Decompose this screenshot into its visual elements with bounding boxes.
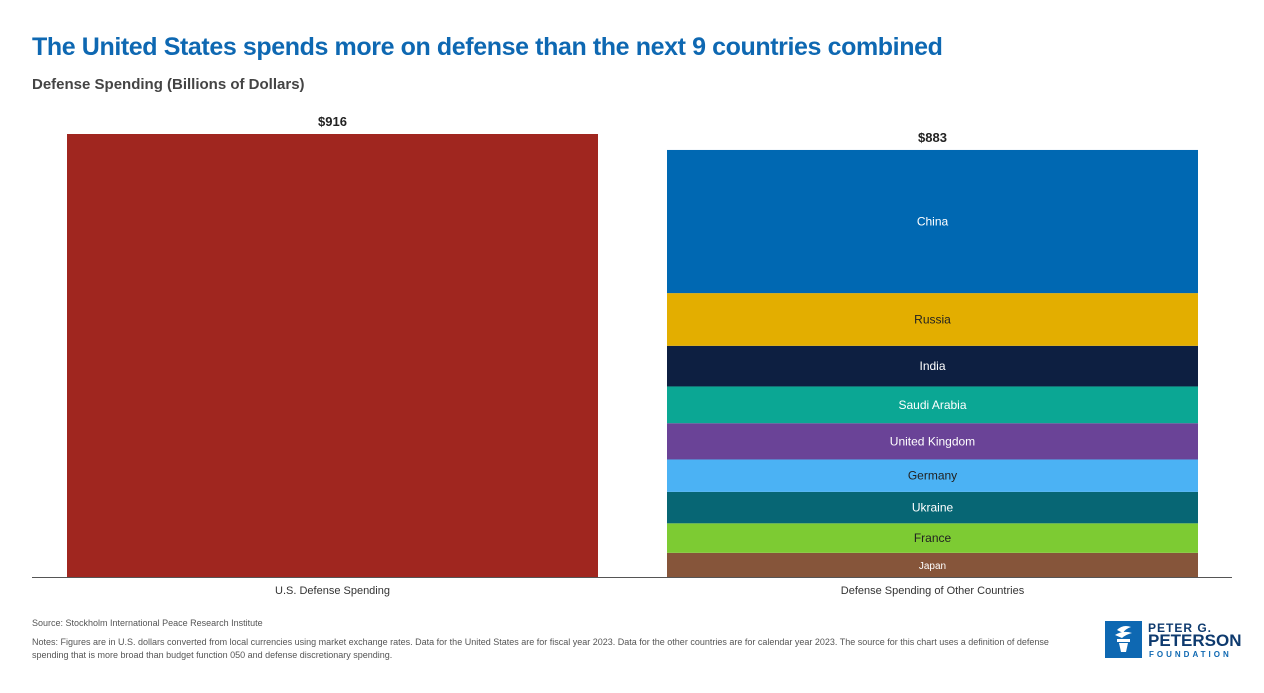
logo-line-2: PETERSON [1148, 631, 1242, 650]
bar-segment [667, 345, 1198, 387]
segment-label: Germany [908, 469, 957, 483]
stacked-bar-chart: Japan France Ukraine Germany United Kingdom S… [32, 114, 1232, 597]
bar-segment [667, 459, 1198, 492]
segment-label: China [917, 215, 949, 229]
bar-segment [667, 386, 1198, 424]
segment-label: Russia [914, 312, 951, 326]
notes-text: Notes: Figures are in U.S. dollars conve… [32, 637, 1049, 660]
x-tick-label: Defense Spending of Other Countries [841, 585, 1025, 597]
segment-label: Saudi Arabia [898, 398, 966, 412]
bar-segment [667, 523, 1198, 553]
bar-segment [667, 552, 1198, 577]
logo-line-3: FOUNDATION [1149, 650, 1232, 659]
x-tick-label: U.S. Defense Spending [275, 585, 390, 597]
peterson-foundation-logo: PETER G. PETERSON FOUNDATION [1105, 621, 1242, 661]
segment-label: Japan [919, 561, 946, 572]
bar-segment [67, 134, 598, 577]
bar-segment [667, 149, 1198, 294]
total-label: $916 [318, 114, 347, 129]
bar-segment [667, 491, 1198, 524]
segment-label: Ukraine [912, 501, 954, 515]
bar-segment [667, 423, 1198, 460]
source-note: Source: Stockholm International Peace Re… [32, 618, 263, 628]
chart-subtitle: Defense Spending (Billions of Dollars) [32, 76, 305, 93]
segment-label: United Kingdom [890, 434, 975, 448]
total-label: $883 [918, 130, 947, 145]
chart-title: The United States spends more on defense… [32, 33, 943, 61]
bar-segment [667, 293, 1198, 346]
segment-label: France [914, 531, 952, 545]
segment-label: India [919, 359, 945, 373]
logo-line-1: PETER G. [1148, 621, 1213, 635]
torch-icon [1105, 621, 1142, 658]
